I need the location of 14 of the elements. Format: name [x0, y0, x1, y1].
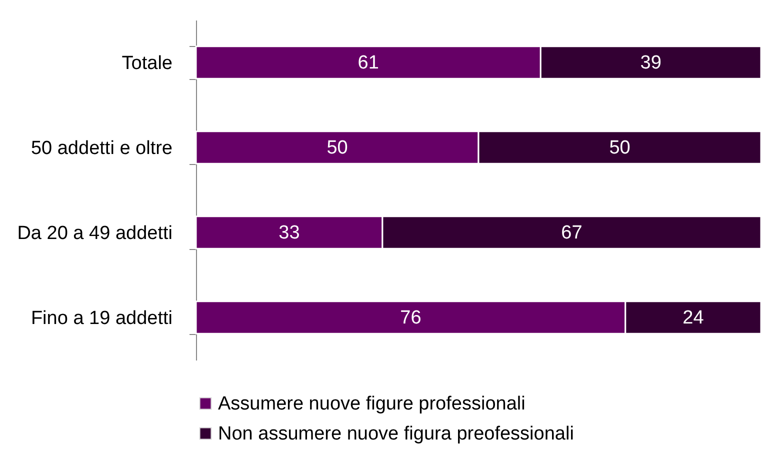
legend-label: Non assumere nuove figura preofessionali	[218, 424, 574, 444]
data-label: 50	[609, 138, 630, 158]
data-label: 67	[561, 222, 582, 244]
legend-label: Assumere nuove figure professionali	[218, 394, 526, 414]
data-label: 76	[400, 308, 422, 328]
data-label: 39	[640, 52, 662, 74]
data-label: 61	[358, 52, 379, 74]
y-tick-label: Totale	[122, 53, 172, 74]
data-label: 50	[326, 138, 348, 158]
y-tick-label: Da 20 a 49 addetti	[17, 223, 172, 244]
y-tick-label: Fino a 19 addetti	[30, 308, 172, 329]
y-tick-label: 50 addetti e oltre	[30, 138, 172, 159]
data-label: 33	[278, 222, 300, 244]
data-label: 24	[682, 308, 704, 328]
